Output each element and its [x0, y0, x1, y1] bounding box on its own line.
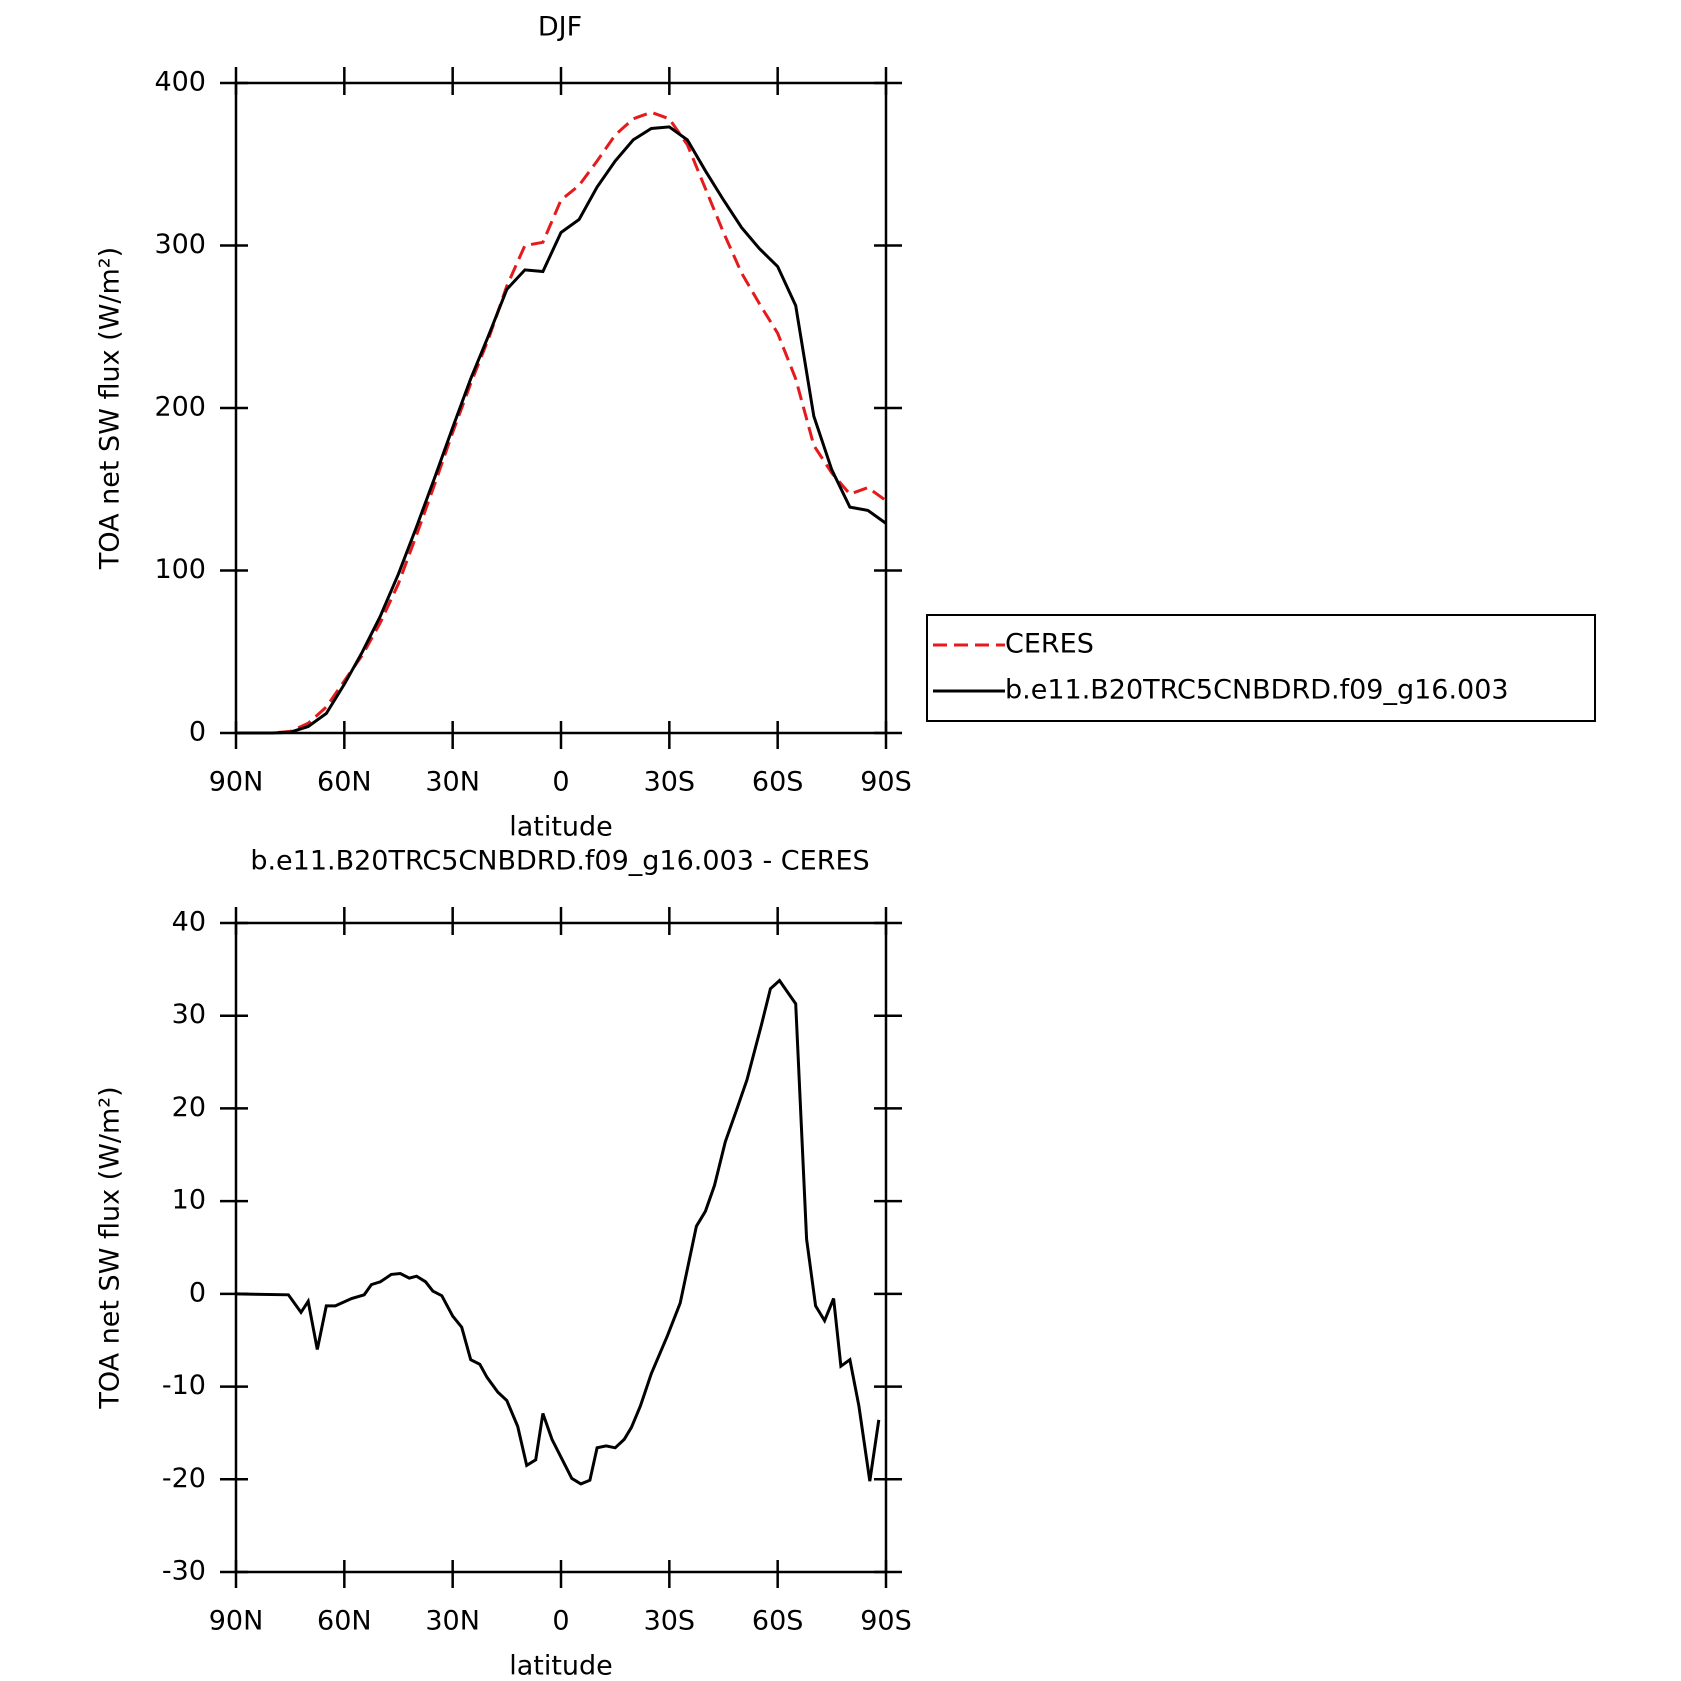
- x-axis-label: latitude: [509, 812, 613, 843]
- legend-label: CERES: [1005, 629, 1094, 660]
- y-tick-label: 200: [154, 392, 206, 423]
- y-tick-label: 100: [154, 554, 206, 585]
- y-tick-label: 0: [189, 717, 206, 748]
- y-tick-label: -30: [162, 1556, 206, 1587]
- y-tick-label: -20: [162, 1463, 206, 1494]
- x-tick-label: 60S: [752, 1606, 804, 1637]
- y-tick-label: 10: [172, 1185, 206, 1216]
- y-tick-label: -10: [162, 1370, 206, 1401]
- plot-frame: [234, 921, 888, 1574]
- x-tick-label: 90S: [860, 767, 912, 798]
- x-tick-label: 90S: [860, 1606, 912, 1637]
- x-tick-label: 90N: [209, 767, 264, 798]
- x-tick-label: 60S: [752, 767, 804, 798]
- plot-frame: [234, 81, 888, 735]
- y-tick-label: 400: [154, 67, 206, 98]
- x-tick-label: 90N: [209, 1606, 264, 1637]
- legend-box: [926, 614, 1596, 722]
- y-axis-label: TOA net SW flux (W/m²): [95, 1086, 126, 1409]
- x-tick-label: 30N: [425, 1606, 480, 1637]
- series-line: [236, 125, 887, 735]
- series-line: [236, 110, 887, 735]
- x-tick-label: 60N: [317, 1606, 372, 1637]
- x-tick-label: 0: [552, 767, 569, 798]
- y-tick-label: 40: [172, 907, 206, 938]
- x-tick-label: 30N: [425, 767, 480, 798]
- x-tick-label: 60N: [317, 767, 372, 798]
- chart-title: DJF: [538, 12, 582, 43]
- x-axis-label: latitude: [509, 1651, 613, 1681]
- legend-label: b.e11.B20TRC5CNBDRD.f09_g16.003: [1005, 675, 1509, 706]
- chart-title: b.e11.B20TRC5CNBDRD.f09_g16.003 - CERES: [250, 846, 869, 877]
- y-tick-label: 0: [189, 1277, 206, 1308]
- x-tick-label: 30S: [644, 1606, 696, 1637]
- y-tick-label: 300: [154, 229, 206, 260]
- y-axis-label: TOA net SW flux (W/m²): [95, 247, 126, 570]
- x-tick-label: 30S: [644, 767, 696, 798]
- y-tick-label: 20: [172, 1092, 206, 1123]
- x-tick-label: 0: [552, 1606, 569, 1637]
- y-tick-label: 30: [172, 999, 206, 1030]
- series-line: [235, 978, 881, 1486]
